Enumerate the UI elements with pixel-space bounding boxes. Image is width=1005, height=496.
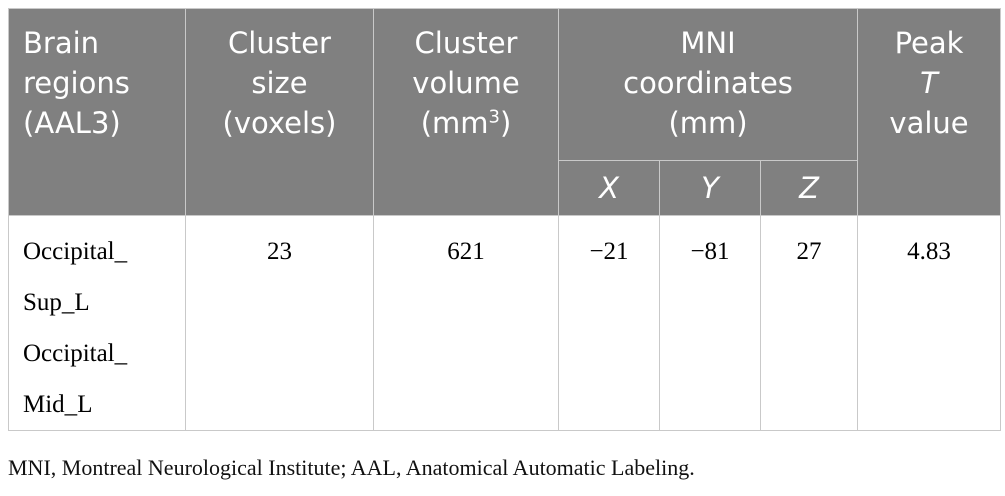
header-cell: MNI coordinates (mm) <box>557 8 859 161</box>
axis-header: Y <box>659 160 761 216</box>
header-text: value <box>889 106 969 140</box>
table-row: Occipital_Sup_L Occipital_Mid_L 23 621 −21 −8… <box>8 215 1002 431</box>
header-text: Cluster size (voxels) <box>222 26 337 140</box>
header-italic: T <box>920 66 938 100</box>
header-text: MNI coordinates (mm) <box>623 26 793 140</box>
header-cell: Cluster volume (mm3) <box>373 8 559 216</box>
value-cell: −21 <box>558 215 660 431</box>
footnote: MNI, Montreal Neurological Institute; AA… <box>8 455 695 480</box>
axis-header: Z <box>759 160 859 216</box>
header-text: Peak <box>894 26 964 60</box>
header-text: Cluster volume (mm <box>412 26 520 140</box>
region-cell: Occipital_Sup_L Occipital_Mid_L <box>8 215 186 431</box>
axis-header: X <box>558 160 660 216</box>
value-cell: 4.83 <box>857 215 1002 431</box>
header-text: ) <box>499 106 512 140</box>
results-table: Brain regions (AAL3) Cluster size (voxel… <box>8 8 1002 431</box>
header-cell: Brain regions (AAL3) <box>8 8 186 216</box>
header-cell: Cluster size (voxels) <box>185 8 374 216</box>
region-name: Occipital_Mid_L <box>23 340 128 418</box>
value-cell: 27 <box>759 215 859 431</box>
superscript: 3 <box>488 106 500 128</box>
value-cell: −81 <box>659 215 761 431</box>
header-text: Brain regions (AAL3) <box>23 26 130 140</box>
value-cell: 23 <box>185 215 374 431</box>
table-body: Occipital_Sup_L Occipital_Mid_L 23 621 −21 −8… <box>8 215 1002 431</box>
value-cell: 621 <box>373 215 559 431</box>
region-name: Occipital_Sup_L <box>23 238 128 316</box>
